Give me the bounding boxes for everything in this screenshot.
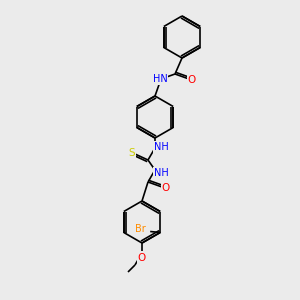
Text: NH: NH xyxy=(154,142,168,152)
Text: O: O xyxy=(162,183,170,193)
Text: O: O xyxy=(138,253,146,263)
Text: NH: NH xyxy=(154,168,168,178)
Text: O: O xyxy=(188,75,196,85)
Text: HN: HN xyxy=(153,74,167,84)
Text: S: S xyxy=(129,148,135,158)
Text: Br: Br xyxy=(135,224,146,235)
